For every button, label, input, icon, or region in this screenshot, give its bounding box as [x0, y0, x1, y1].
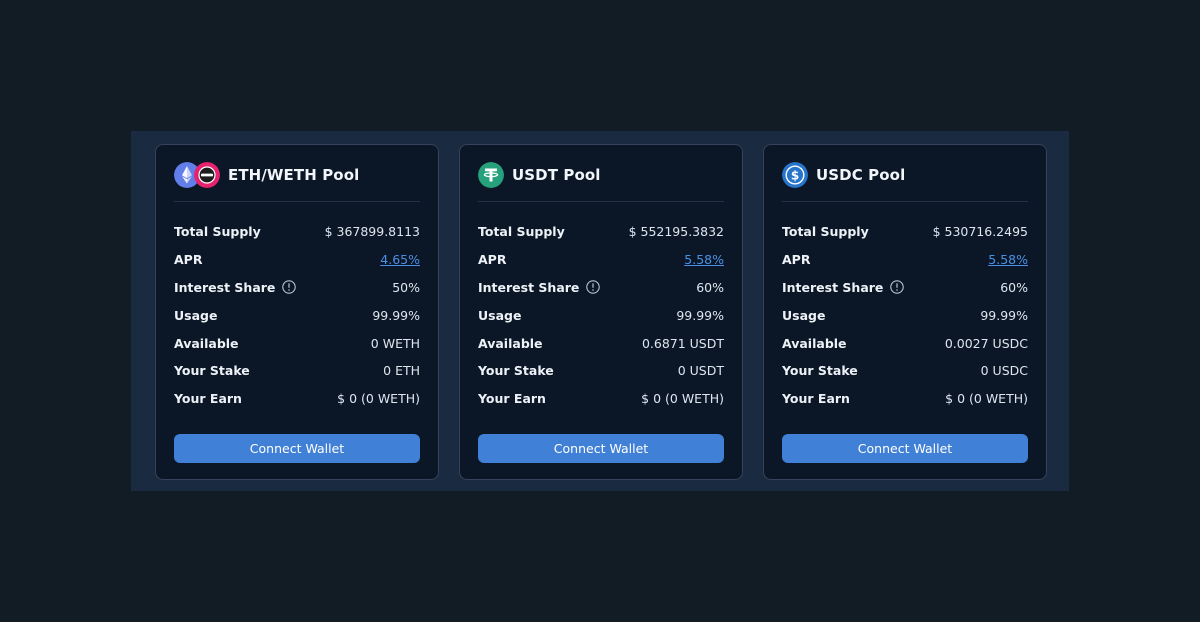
stat-label: Interest Share	[174, 279, 297, 295]
total-supply-value: $ 530716.2495	[932, 224, 1028, 240]
your-stake-value: 0 USDC	[980, 363, 1028, 379]
stat-row-total-supply: Total Supply $ 552195.3832	[478, 218, 724, 246]
pool-title: USDT Pool	[512, 166, 601, 184]
pool-title: USDC Pool	[816, 166, 906, 184]
stat-row-apr: APR 5.58%	[782, 246, 1028, 274]
stat-label: APR	[782, 252, 811, 268]
stat-label: APR	[174, 252, 203, 268]
pool-card-usdt: USDT Pool Total Supply $ 552195.3832 APR…	[459, 144, 743, 480]
stat-row-usage: Usage 99.99%	[782, 301, 1028, 329]
pool-stats: Total Supply $ 367899.8113 APR 4.65% Int…	[174, 218, 420, 413]
stat-row-usage: Usage 99.99%	[478, 301, 724, 329]
interest-share-label: Interest Share	[478, 279, 580, 295]
pool-card-header: $ USDC Pool	[782, 162, 1028, 202]
stat-label: Total Supply	[782, 224, 869, 240]
stat-row-total-supply: Total Supply $ 367899.8113	[174, 218, 420, 246]
interest-share-label: Interest Share	[174, 279, 276, 295]
interest-share-value: 50%	[392, 279, 420, 295]
pool-icons: $	[782, 162, 808, 188]
stat-label: Available	[174, 335, 239, 351]
stat-row-apr: APR 5.58%	[478, 246, 724, 274]
usage-value: 99.99%	[980, 307, 1028, 323]
info-icon[interactable]	[586, 280, 601, 295]
stat-label: Total Supply	[478, 224, 565, 240]
stat-label: Your Stake	[174, 363, 250, 379]
your-stake-value: 0 USDT	[677, 363, 724, 379]
interest-share-value: 60%	[1000, 279, 1028, 295]
your-earn-value: $ 0 (0 WETH)	[337, 391, 420, 407]
available-value: 0 WETH	[370, 335, 420, 351]
stat-row-your-earn: Your Earn $ 0 (0 WETH)	[174, 385, 420, 413]
pool-icons	[478, 162, 504, 188]
your-stake-value: 0 ETH	[383, 363, 420, 379]
svg-text:$: $	[791, 168, 799, 182]
stat-row-your-earn: Your Earn $ 0 (0 WETH)	[782, 385, 1028, 413]
info-icon[interactable]	[282, 280, 297, 295]
pool-icons	[174, 162, 220, 188]
stat-row-available: Available 0.6871 USDT	[478, 329, 724, 357]
stat-row-apr: APR 4.65%	[174, 246, 420, 274]
usdc-icon: $	[782, 162, 808, 188]
info-icon[interactable]	[890, 280, 905, 295]
total-supply-value: $ 552195.3832	[628, 224, 724, 240]
stat-label: Your Earn	[782, 391, 850, 407]
pool-card-usdc: $ USDC Pool Total Supply $ 530716.2495 A…	[763, 144, 1047, 480]
usdt-icon	[478, 162, 504, 188]
pool-card-header: USDT Pool	[478, 162, 724, 202]
usage-value: 99.99%	[676, 307, 724, 323]
stat-row-your-stake: Your Stake 0 ETH	[174, 357, 420, 385]
stat-row-total-supply: Total Supply $ 530716.2495	[782, 218, 1028, 246]
stat-label: APR	[478, 252, 507, 268]
pool-card-header: ETH/WETH Pool	[174, 162, 420, 202]
stat-row-available: Available 0 WETH	[174, 329, 420, 357]
stat-row-interest-share: Interest Share 50%	[174, 274, 420, 302]
pool-card-eth-weth: ETH/WETH Pool Total Supply $ 367899.8113…	[155, 144, 439, 480]
usage-value: 99.99%	[372, 307, 420, 323]
stat-label: Your Stake	[782, 363, 858, 379]
stat-label: Usage	[782, 307, 826, 323]
stat-row-available: Available 0.0027 USDC	[782, 329, 1028, 357]
stat-row-your-stake: Your Stake 0 USDC	[782, 357, 1028, 385]
apr-link[interactable]: 5.58%	[684, 252, 724, 268]
apr-link[interactable]: 4.65%	[380, 252, 420, 268]
connect-wallet-button[interactable]: Connect Wallet	[782, 434, 1028, 463]
connect-wallet-button[interactable]: Connect Wallet	[478, 434, 724, 463]
connect-wallet-button[interactable]: Connect Wallet	[174, 434, 420, 463]
interest-share-label: Interest Share	[782, 279, 884, 295]
stat-row-interest-share: Interest Share 60%	[782, 274, 1028, 302]
your-earn-value: $ 0 (0 WETH)	[641, 391, 724, 407]
stat-row-interest-share: Interest Share 60%	[478, 274, 724, 302]
pool-title: ETH/WETH Pool	[228, 166, 360, 184]
pool-stats: Total Supply $ 530716.2495 APR 5.58% Int…	[782, 218, 1028, 413]
stat-label: Available	[782, 335, 847, 351]
available-value: 0.0027 USDC	[944, 335, 1028, 351]
weth-icon	[194, 162, 220, 188]
total-supply-value: $ 367899.8113	[324, 224, 420, 240]
stat-label: Available	[478, 335, 543, 351]
stat-label: Interest Share	[782, 279, 905, 295]
stat-row-your-stake: Your Stake 0 USDT	[478, 357, 724, 385]
your-earn-value: $ 0 (0 WETH)	[945, 391, 1028, 407]
pool-stats: Total Supply $ 552195.3832 APR 5.58% Int…	[478, 218, 724, 413]
stat-label: Usage	[478, 307, 522, 323]
stat-row-your-earn: Your Earn $ 0 (0 WETH)	[478, 385, 724, 413]
pools-panel: ETH/WETH Pool Total Supply $ 367899.8113…	[131, 131, 1069, 491]
stat-row-usage: Usage 99.99%	[174, 301, 420, 329]
interest-share-value: 60%	[696, 279, 724, 295]
stat-label: Interest Share	[478, 279, 601, 295]
apr-link[interactable]: 5.58%	[988, 252, 1028, 268]
stat-label: Total Supply	[174, 224, 261, 240]
stat-label: Your Earn	[478, 391, 546, 407]
stat-label: Usage	[174, 307, 218, 323]
eth-icon	[174, 162, 200, 188]
stat-label: Your Earn	[174, 391, 242, 407]
stat-label: Your Stake	[478, 363, 554, 379]
available-value: 0.6871 USDT	[641, 335, 724, 351]
